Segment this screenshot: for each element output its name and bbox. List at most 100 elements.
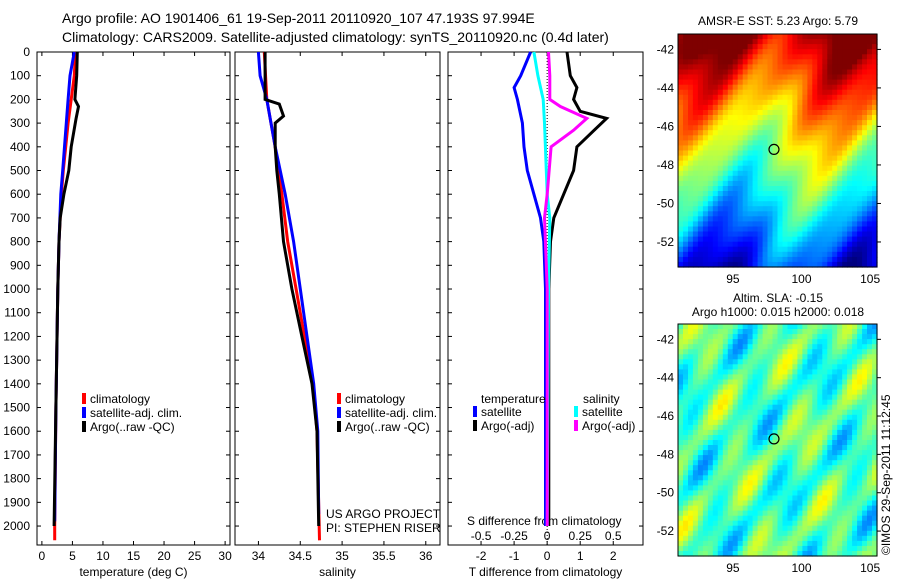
heatmap-cell <box>817 394 823 401</box>
heatmap-cell <box>807 440 813 446</box>
heatmap-cell <box>737 256 744 263</box>
heatmap-cell <box>827 256 833 263</box>
heatmap-cell <box>688 485 694 491</box>
heatmap-cell <box>832 130 838 136</box>
heatmap-cell <box>707 34 714 40</box>
heatmap-cell <box>697 495 704 502</box>
heatmap-cell <box>812 115 818 121</box>
heatmap-cell <box>717 329 724 335</box>
heatmap-cell <box>837 339 843 345</box>
map-y-tick-label: -46 <box>657 409 675 423</box>
heatmap-cell <box>697 450 704 456</box>
heatmap-cell <box>797 170 803 177</box>
heatmap-cell <box>867 160 873 167</box>
heatmap-cell <box>772 170 779 177</box>
heatmap-cell <box>832 241 838 248</box>
heatmap-cell <box>842 84 848 91</box>
heatmap-cell <box>842 520 848 527</box>
heatmap-cell <box>692 424 699 431</box>
heatmap-cell <box>762 94 769 101</box>
heatmap-cell <box>692 364 699 370</box>
heatmap-cell <box>717 480 724 486</box>
heatmap-cell <box>842 384 848 391</box>
heatmap-cell <box>812 165 818 172</box>
heatmap-cell <box>837 236 843 243</box>
heatmap-cell <box>817 89 823 96</box>
heatmap-cell <box>777 94 784 101</box>
heatmap-cell <box>727 206 734 212</box>
heatmap-cell <box>697 354 704 360</box>
heatmap-cell <box>807 186 813 192</box>
heatmap-cell <box>812 515 818 522</box>
heatmap-cell <box>737 470 744 476</box>
heatmap-cell <box>867 374 873 380</box>
heatmap-cell <box>683 364 689 370</box>
heatmap-cell <box>692 145 699 152</box>
heatmap-cell <box>867 480 873 486</box>
heatmap-cell <box>727 470 734 476</box>
heatmap-cell <box>832 256 838 263</box>
heatmap-cell <box>867 186 873 192</box>
heatmap-cell <box>867 231 873 238</box>
heatmap-cell <box>702 525 709 532</box>
heatmap-cell <box>732 140 739 147</box>
heatmap-cell <box>757 251 764 258</box>
heatmap-cell <box>683 354 689 360</box>
heatmap-cell <box>772 236 779 243</box>
heatmap-cell <box>832 419 838 426</box>
heatmap-cell <box>832 64 838 71</box>
heatmap-cell <box>817 115 823 121</box>
heatmap-cell <box>852 515 858 522</box>
heatmap-cell <box>683 39 689 45</box>
heatmap-cell <box>692 221 699 228</box>
heatmap-cell <box>702 160 709 167</box>
legend-t-sat-swatch <box>473 406 477 417</box>
heatmap-cell <box>747 329 754 335</box>
heatmap-cell <box>807 551 813 557</box>
heatmap-cell <box>727 251 734 258</box>
heatmap-cell <box>732 130 739 136</box>
heatmap-cell <box>683 465 689 471</box>
heatmap-cell <box>678 221 684 228</box>
heatmap-cell <box>827 384 833 391</box>
heatmap-cell <box>802 419 808 426</box>
heatmap-cell <box>792 84 798 91</box>
heatmap-cell <box>872 160 878 167</box>
heatmap-cell <box>802 196 808 202</box>
heatmap-cell <box>697 369 704 375</box>
heatmap-cell <box>692 115 699 121</box>
heatmap-cell <box>727 211 734 217</box>
heatmap-cell <box>722 374 729 380</box>
heatmap-cell <box>787 211 794 217</box>
heatmap-cell <box>832 226 838 233</box>
heatmap-cell <box>817 196 823 202</box>
heatmap-cell <box>688 84 694 91</box>
heatmap-cell <box>822 450 828 456</box>
heatmap-cell <box>802 329 808 335</box>
heatmap-cell <box>722 409 729 416</box>
heatmap-cell <box>807 364 813 370</box>
heatmap-cell <box>817 104 823 111</box>
heatmap-cell <box>867 429 873 436</box>
heatmap-cell <box>847 79 853 86</box>
heatmap-cell <box>822 455 828 461</box>
heatmap-cell <box>697 145 704 152</box>
heatmap-cell <box>842 251 848 258</box>
heatmap-cell <box>712 160 719 167</box>
heatmap-cell <box>772 324 779 330</box>
heatmap-cell <box>872 435 878 441</box>
heatmap-cell <box>737 525 744 532</box>
heatmap-cell <box>827 480 833 486</box>
heatmap-cell <box>787 150 794 157</box>
heatmap-cell <box>678 79 684 86</box>
heatmap-cell <box>683 89 689 96</box>
heatmap-cell <box>712 135 719 141</box>
heatmap-cell <box>712 440 719 446</box>
heatmap-cell <box>852 165 858 172</box>
heatmap-cell <box>717 79 724 86</box>
heatmap-cell <box>712 206 719 212</box>
heatmap-cell <box>857 115 863 121</box>
heatmap-cell <box>842 450 848 456</box>
heatmap-cell <box>837 435 843 441</box>
heatmap-cell <box>812 135 818 141</box>
